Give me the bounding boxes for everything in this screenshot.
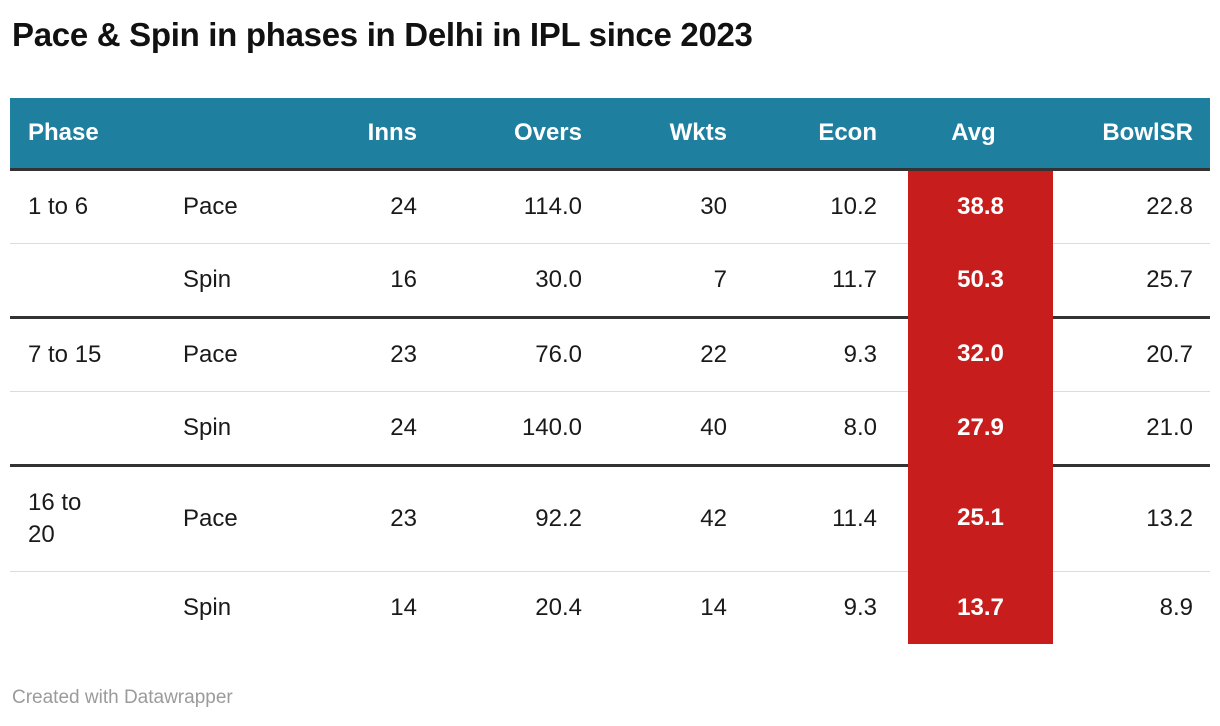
cell-phase — [10, 571, 165, 644]
cell-inns: 14 — [335, 571, 435, 644]
cell-wkts: 14 — [600, 571, 745, 644]
cell-bowlsr: 13.2 — [1053, 464, 1210, 571]
cell-bowling-type: Spin — [165, 243, 335, 316]
cell-overs: 140.0 — [435, 391, 600, 464]
cell-avg-highlighted: 13.7 — [908, 571, 1053, 644]
cell-phase: 7 to 15 — [10, 316, 165, 391]
cell-overs: 76.0 — [435, 316, 600, 391]
col-header-type — [165, 98, 335, 171]
cell-bowlsr: 21.0 — [1053, 391, 1210, 464]
cell-bowling-type: Spin — [165, 391, 335, 464]
cell-inns: 24 — [335, 391, 435, 464]
cell-phase: 16 to 20 — [10, 464, 165, 571]
cell-inns: 16 — [335, 243, 435, 316]
cell-econ: 11.4 — [745, 464, 908, 571]
col-header-wkts: Wkts — [600, 98, 745, 171]
cell-econ: 9.3 — [745, 316, 908, 391]
cell-wkts: 40 — [600, 391, 745, 464]
table-row: Spin 16 30.0 7 11.7 50.3 25.7 — [10, 243, 1210, 316]
col-header-bowlsr: BowlSR — [1053, 98, 1210, 171]
cell-overs: 30.0 — [435, 243, 600, 316]
cell-bowling-type: Pace — [165, 464, 335, 571]
table-row: Spin 24 140.0 40 8.0 27.9 21.0 — [10, 391, 1210, 464]
cell-phase — [10, 391, 165, 464]
attribution-text: Created with Datawrapper — [12, 687, 233, 708]
cell-bowlsr: 8.9 — [1053, 571, 1210, 644]
cell-inns: 24 — [335, 171, 435, 243]
table-row: 16 to 20 Pace 23 92.2 42 11.4 25.1 13.2 — [10, 464, 1210, 571]
col-header-inns: Inns — [335, 98, 435, 171]
col-header-econ: Econ — [745, 98, 908, 171]
col-header-phase: Phase — [10, 98, 165, 171]
cell-overs: 114.0 — [435, 171, 600, 243]
page-title: Pace & Spin in phases in Delhi in IPL si… — [12, 16, 753, 53]
cell-bowling-type: Spin — [165, 571, 335, 644]
cell-econ: 8.0 — [745, 391, 908, 464]
cell-econ: 10.2 — [745, 171, 908, 243]
col-header-avg: Avg — [908, 98, 1053, 171]
cell-bowlsr: 20.7 — [1053, 316, 1210, 391]
cell-wkts: 7 — [600, 243, 745, 316]
stats-table: Phase Inns Overs Wkts Econ Avg BowlSR 1 … — [10, 98, 1210, 644]
cell-bowling-type: Pace — [165, 171, 335, 243]
phase-label: 7 to 15 — [28, 341, 102, 368]
cell-econ: 11.7 — [745, 243, 908, 316]
header-row: Phase Inns Overs Wkts Econ Avg BowlSR — [10, 98, 1210, 171]
cell-wkts: 22 — [600, 316, 745, 391]
phase-label: 1 to 6 — [28, 193, 89, 220]
cell-wkts: 42 — [600, 464, 745, 571]
cell-phase — [10, 243, 165, 316]
cell-bowling-type: Pace — [165, 316, 335, 391]
col-header-overs: Overs — [435, 98, 600, 171]
cell-wkts: 30 — [600, 171, 745, 243]
cell-bowlsr: 22.8 — [1053, 171, 1210, 243]
cell-overs: 92.2 — [435, 464, 600, 571]
cell-overs: 20.4 — [435, 571, 600, 644]
cell-avg-highlighted: 27.9 — [908, 391, 1053, 464]
cell-avg-highlighted: 25.1 — [908, 464, 1053, 571]
phase-label: 16 to 20 — [28, 489, 82, 548]
cell-phase: 1 to 6 — [10, 171, 165, 243]
cell-avg-highlighted: 50.3 — [908, 243, 1053, 316]
cell-avg-highlighted: 32.0 — [908, 316, 1053, 391]
table-row: 1 to 6 Pace 24 114.0 30 10.2 38.8 22.8 — [10, 171, 1210, 243]
cell-econ: 9.3 — [745, 571, 908, 644]
cell-inns: 23 — [335, 316, 435, 391]
cell-avg-highlighted: 38.8 — [908, 171, 1053, 243]
cell-inns: 23 — [335, 464, 435, 571]
cell-bowlsr: 25.7 — [1053, 243, 1210, 316]
table-row: 7 to 15 Pace 23 76.0 22 9.3 32.0 20.7 — [10, 316, 1210, 391]
table-row: Spin 14 20.4 14 9.3 13.7 8.9 — [10, 571, 1210, 644]
